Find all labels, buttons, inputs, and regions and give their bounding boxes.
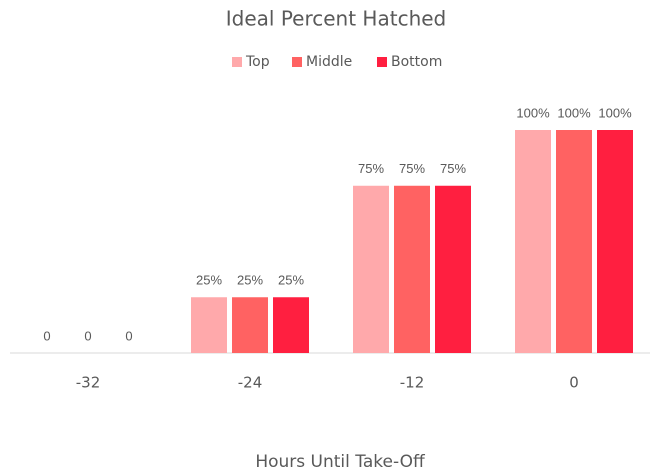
x-tick-label: -12 bbox=[400, 374, 425, 392]
x-tick-label: -32 bbox=[76, 374, 101, 392]
bar bbox=[435, 185, 471, 353]
bar bbox=[597, 130, 633, 353]
data-label: 25% bbox=[278, 273, 304, 288]
bar bbox=[515, 130, 551, 353]
data-label: 0 bbox=[43, 328, 50, 343]
bar bbox=[273, 297, 309, 353]
bar bbox=[232, 297, 268, 353]
legend-swatch bbox=[377, 57, 387, 67]
x-tick-label: -24 bbox=[238, 374, 263, 392]
bar bbox=[353, 185, 389, 353]
chart-title: Ideal Percent Hatched bbox=[226, 7, 447, 31]
bar bbox=[191, 297, 227, 353]
x-axis-title: Hours Until Take-Off bbox=[255, 452, 426, 472]
data-label: 0 bbox=[84, 328, 91, 343]
legend-label: Middle bbox=[306, 54, 352, 70]
data-label: 75% bbox=[440, 161, 466, 176]
bar bbox=[394, 185, 430, 353]
data-label: 25% bbox=[237, 273, 263, 288]
legend-swatch bbox=[232, 57, 242, 67]
data-label: 100% bbox=[598, 105, 632, 120]
legend-label: Bottom bbox=[391, 54, 442, 70]
legend-swatch bbox=[292, 57, 302, 67]
bar bbox=[556, 130, 592, 353]
data-label: 75% bbox=[399, 161, 425, 176]
data-label: 100% bbox=[516, 105, 550, 120]
data-label: 0 bbox=[125, 328, 132, 343]
legend-label: Top bbox=[245, 54, 270, 70]
data-label: 75% bbox=[358, 161, 384, 176]
data-label: 100% bbox=[557, 105, 591, 120]
x-tick-label: 0 bbox=[569, 374, 579, 392]
data-label: 25% bbox=[196, 273, 222, 288]
